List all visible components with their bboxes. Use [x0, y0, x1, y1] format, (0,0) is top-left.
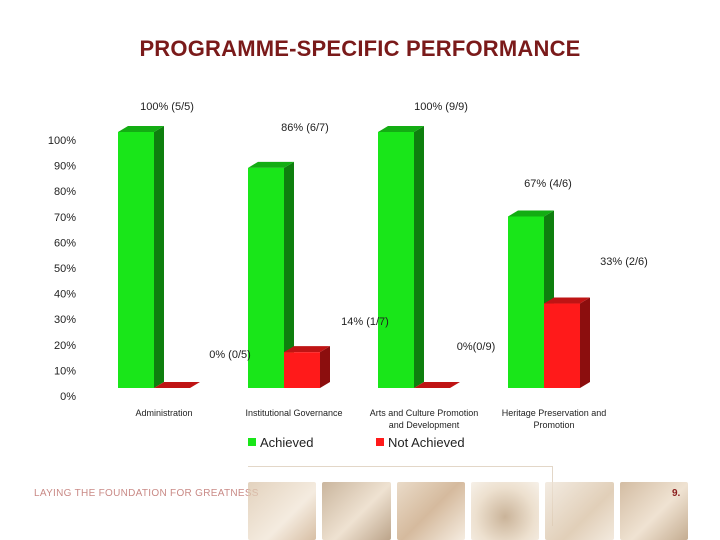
page-number: 9.	[672, 488, 681, 499]
bar-not-achieved	[414, 382, 460, 388]
x-axis: Administration Institutional Governance Ar…	[135, 408, 606, 430]
legend-label: Achieved	[260, 435, 313, 450]
y-tick-label: 10%	[54, 365, 76, 377]
y-tick-label: 50%	[54, 263, 76, 275]
bar-achieved	[248, 161, 294, 388]
x-tick-label: Administration	[135, 408, 192, 418]
bar-achieved	[118, 126, 164, 388]
x-tick-label: Heritage Preservation and	[502, 408, 607, 418]
bar-not-achieved	[284, 346, 330, 388]
y-tick-label: 0%	[60, 391, 76, 403]
slide-title: PROGRAMME-SPECIFIC PERFORMANCE	[139, 36, 581, 61]
y-tick-label: 90%	[54, 161, 76, 173]
data-label: 67% (4/6)	[524, 178, 572, 190]
footer-photo	[545, 482, 614, 540]
data-label: 33% (2/6)	[600, 256, 648, 268]
bar-side	[284, 161, 294, 388]
bar-top	[414, 382, 460, 388]
bar-not-achieved	[544, 297, 590, 388]
footer-photo	[396, 482, 465, 540]
data-label: 0%(0/9)	[457, 341, 496, 353]
bar-front	[118, 132, 154, 388]
data-label: 14% (1/7)	[341, 316, 389, 328]
bar-front	[508, 216, 544, 388]
bar-top	[154, 382, 200, 388]
bar-front	[284, 352, 320, 388]
y-axis: 0% 10% 20% 30% 40% 50% 60% 70% 80% 90% 100%	[48, 135, 76, 403]
legend-label: Not Achieved	[388, 435, 465, 450]
y-tick-label: 30%	[54, 314, 76, 326]
footer-photo-strip	[248, 468, 688, 540]
bar-top	[378, 126, 424, 132]
data-label: 0% (0/5)	[209, 349, 251, 361]
data-labels: 100% (5/5) 86% (6/7) 100% (9/9) 67% (4/6) 0%…	[140, 101, 648, 361]
data-label: 86% (6/7)	[281, 122, 329, 134]
legend-swatch	[248, 438, 256, 446]
bar-top	[248, 161, 294, 168]
x-tick-label: and Development	[389, 420, 460, 430]
data-label: 100% (9/9)	[414, 101, 468, 113]
y-tick-label: 80%	[54, 186, 76, 198]
bar-front	[378, 132, 414, 388]
x-tick-label: Promotion	[533, 420, 574, 430]
bar-side	[320, 346, 330, 388]
bar-achieved	[378, 126, 424, 388]
chart-bars	[118, 126, 590, 388]
chart-legend: Achieved Not Achieved	[248, 435, 465, 450]
footer-photo	[248, 482, 317, 540]
footer-photo	[322, 482, 391, 540]
y-tick-label: 100%	[48, 135, 76, 147]
bar-top	[284, 346, 330, 353]
footer-photo	[619, 482, 688, 540]
footer-photo	[470, 482, 540, 540]
x-tick-label: Institutional Governance	[245, 408, 342, 418]
bar-side	[154, 126, 164, 388]
y-tick-label: 70%	[54, 212, 76, 224]
y-tick-label: 60%	[54, 237, 76, 249]
x-tick-label: Arts and Culture Promotion	[370, 408, 479, 418]
footer-tagline: LAYING THE FOUNDATION FOR GREATNESS	[34, 488, 259, 499]
y-tick-label: 40%	[54, 289, 76, 301]
bar-top	[508, 210, 554, 217]
legend-swatch	[376, 438, 384, 446]
bar-top	[544, 297, 590, 304]
bar-side	[414, 126, 424, 388]
photo-frame-line	[248, 466, 553, 467]
bar-not-achieved	[154, 382, 200, 388]
y-tick-label: 20%	[54, 340, 76, 352]
bar-front	[544, 303, 580, 388]
bar-front	[248, 167, 284, 388]
bar-top	[118, 126, 164, 132]
data-label: 100% (5/5)	[140, 101, 194, 113]
bar-side	[580, 297, 590, 388]
